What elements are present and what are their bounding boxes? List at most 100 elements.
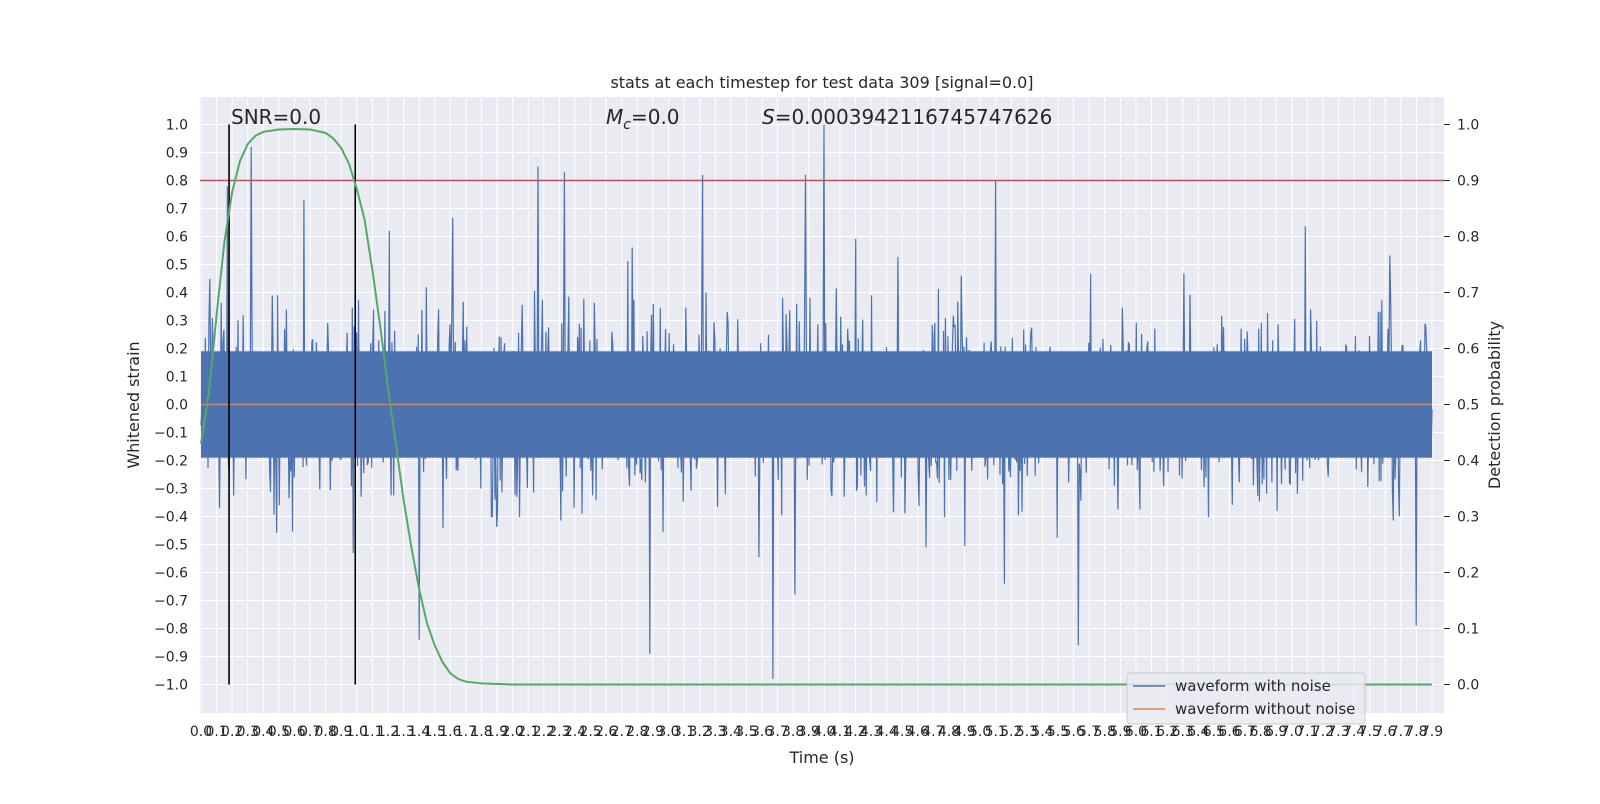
x-tick-label: 0.2 bbox=[221, 724, 243, 740]
detection-probability-line bbox=[200, 127, 1432, 686]
y-left-tick-label: 1.0 bbox=[166, 118, 188, 134]
x-tick-label: 7.0 bbox=[1281, 724, 1303, 740]
x-tick-label: 1.9 bbox=[486, 724, 508, 740]
y-axis-label-left: Whitened strain bbox=[124, 341, 143, 468]
x-tick-label: 5.1 bbox=[985, 724, 1007, 740]
x-tick-label: 4.5 bbox=[891, 724, 913, 740]
mc-annotation: Mc=0.0 bbox=[606, 105, 680, 133]
y-axis-label-right: Detection probability bbox=[1485, 321, 1504, 489]
x-tick-label: 5.7 bbox=[1078, 724, 1100, 740]
x-tick-label: 1.0 bbox=[346, 724, 368, 740]
y-left-tick-labels: 1.0 0.9 0.8 0.7 0.6 0.5 0.4 0.3 0.2 0.1 0.0 −0.1 −0.… bbox=[154, 118, 188, 694]
x-tick-label: 1.8 bbox=[470, 724, 492, 740]
x-tick-label: 3.5 bbox=[735, 724, 757, 740]
x-tick-label: 0.3 bbox=[237, 724, 259, 740]
y-left-tick-label: −0.5 bbox=[154, 538, 188, 554]
y-left-tick-label: 0.7 bbox=[166, 202, 188, 218]
x-tick-label: 3.8 bbox=[782, 724, 804, 740]
y-right-tick-label: 0.7 bbox=[1457, 286, 1479, 302]
s-value: =0.0003942116745747626 bbox=[775, 105, 1053, 129]
x-tick-label: 2.5 bbox=[579, 724, 601, 740]
x-tick-label: 5.8 bbox=[1094, 724, 1116, 740]
mc-symbol: M bbox=[606, 105, 623, 129]
x-tick-label: 6.2 bbox=[1156, 724, 1178, 740]
x-tick-label: 4.6 bbox=[907, 724, 929, 740]
x-tick-label: 3.9 bbox=[798, 724, 820, 740]
x-tick-label: 1.1 bbox=[361, 724, 383, 740]
x-tick-label: 5.5 bbox=[1047, 724, 1069, 740]
x-tick-label: 2.2 bbox=[533, 724, 555, 740]
legend-label-clean: waveform without noise bbox=[1175, 700, 1355, 718]
y-left-tick-label: 0.3 bbox=[166, 314, 188, 330]
x-tick-label: 0.0 bbox=[190, 724, 212, 740]
y-right-tick-label: 1.0 bbox=[1457, 118, 1479, 134]
y-right-tick-label: 0.2 bbox=[1457, 566, 1479, 582]
y-right-tick-label: 0.1 bbox=[1457, 622, 1479, 638]
x-tick-label: 7.4 bbox=[1343, 724, 1365, 740]
x-tick-label: 7.6 bbox=[1374, 724, 1396, 740]
y-left-tick-label: −0.7 bbox=[154, 594, 188, 610]
x-tick-label: 7.1 bbox=[1296, 724, 1318, 740]
snr-annotation: SNR=0.0 bbox=[231, 105, 321, 129]
x-tick-label: 1.4 bbox=[408, 724, 430, 740]
mc-subscript: c bbox=[623, 117, 631, 133]
y-left-tick-label: 0.2 bbox=[166, 342, 188, 358]
y-left-tick-label: −0.2 bbox=[154, 454, 188, 470]
x-tick-label: 2.3 bbox=[548, 724, 570, 740]
x-tick-label: 0.5 bbox=[268, 724, 290, 740]
y-left-tick-label: −0.3 bbox=[154, 482, 188, 498]
y-left-tick-label: 0.1 bbox=[166, 370, 188, 386]
x-tick-label: 2.6 bbox=[595, 724, 617, 740]
x-tick-label: 6.0 bbox=[1125, 724, 1147, 740]
x-tick-label: 3.4 bbox=[720, 724, 742, 740]
y-left-tick-label: −0.4 bbox=[154, 510, 188, 526]
y-right-tick-label: 0.9 bbox=[1457, 174, 1479, 190]
x-tick-label: 6.5 bbox=[1203, 724, 1225, 740]
y-left-tick-label: 0.6 bbox=[166, 230, 188, 246]
y-right-tick-label: 0.8 bbox=[1457, 230, 1479, 246]
x-tick-label: 0.7 bbox=[299, 724, 321, 740]
y-left-tick-label: 0.5 bbox=[166, 258, 188, 274]
x-tick-label: 2.9 bbox=[642, 724, 664, 740]
x-tick-label: 3.3 bbox=[704, 724, 726, 740]
x-tick-label: 2.4 bbox=[564, 724, 586, 740]
y-right-tick-label: 0.4 bbox=[1457, 454, 1479, 470]
y-right-tick-label: 0.6 bbox=[1457, 342, 1479, 358]
legend-label-noise: waveform with noise bbox=[1175, 677, 1331, 695]
mc-value: =0.0 bbox=[631, 105, 680, 129]
x-tick-label: 4.1 bbox=[829, 724, 851, 740]
y-left-tick-label: −0.1 bbox=[154, 426, 188, 442]
x-tick-label: 6.7 bbox=[1234, 724, 1256, 740]
x-tick-label: 3.0 bbox=[657, 724, 679, 740]
x-tick-label: 7.5 bbox=[1359, 724, 1381, 740]
y-left-tick-label: −1.0 bbox=[154, 678, 188, 694]
x-tick-label: 0.8 bbox=[315, 724, 337, 740]
x-tick-label: 4.0 bbox=[813, 724, 835, 740]
x-tick-label: 2.7 bbox=[611, 724, 633, 740]
x-axis-label: Time (s) bbox=[788, 748, 854, 767]
x-tick-label: 5.9 bbox=[1109, 724, 1131, 740]
x-tick-label: 7.2 bbox=[1312, 724, 1334, 740]
x-tick-label: 3.7 bbox=[766, 724, 788, 740]
y-left-tick-label: −0.8 bbox=[154, 622, 188, 638]
x-tick-label: 4.9 bbox=[953, 724, 975, 740]
x-tick-label: 4.8 bbox=[938, 724, 960, 740]
y-right-tick-label: 0.3 bbox=[1457, 510, 1479, 526]
s-symbol: S bbox=[762, 105, 775, 129]
x-tick-label: 4.7 bbox=[922, 724, 944, 740]
y-left-tick-label: 0.9 bbox=[166, 146, 188, 162]
x-tick-label: 4.2 bbox=[844, 724, 866, 740]
x-tick-label: 7.9 bbox=[1421, 724, 1443, 740]
y-left-tick-label: 0.0 bbox=[166, 398, 188, 414]
legend-box bbox=[1126, 672, 1366, 725]
x-tick-label: 6.9 bbox=[1265, 724, 1287, 740]
x-tick-label: 2.1 bbox=[517, 724, 539, 740]
y-left-tick-label: 0.4 bbox=[166, 286, 188, 302]
y-right-tick-label: 0.0 bbox=[1457, 678, 1479, 694]
x-tick-label: 4.4 bbox=[875, 724, 897, 740]
x-tick-label: 6.8 bbox=[1249, 724, 1271, 740]
y-right-tick-label: 0.5 bbox=[1457, 398, 1479, 414]
x-tick-label: 3.6 bbox=[751, 724, 773, 740]
